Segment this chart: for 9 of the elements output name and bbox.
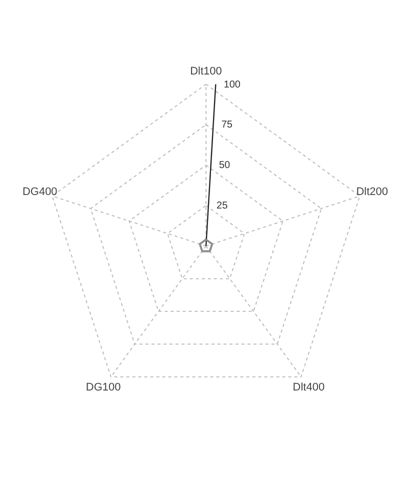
spoke-label: Dlt100	[190, 65, 222, 78]
y-tick-label: 25	[216, 200, 228, 212]
y-tick-label: 75	[221, 120, 233, 131]
spoke-label: Dlt400	[292, 381, 325, 394]
y-tick-label: 50	[218, 160, 230, 172]
spoke-label: DG100	[86, 381, 121, 394]
spoke-label: DG400	[22, 186, 58, 198]
y-tick-label: 100	[224, 79, 241, 90]
spoke-label: Dlt200	[356, 186, 388, 198]
